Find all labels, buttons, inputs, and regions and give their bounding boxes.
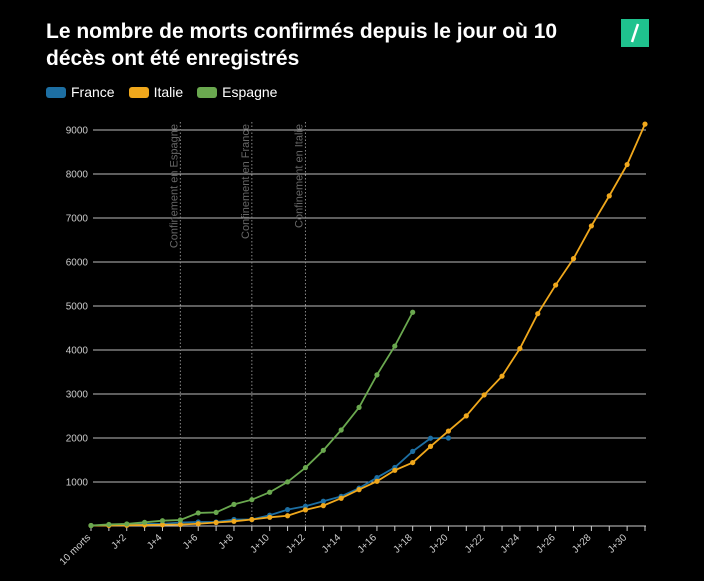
data-point <box>267 514 273 520</box>
logo <box>621 19 649 47</box>
legend: France Italie Espagne <box>46 84 277 100</box>
data-point <box>427 443 434 450</box>
data-point <box>642 121 648 127</box>
data-point <box>410 309 416 315</box>
data-point <box>302 503 309 509</box>
x-tick-label: J+10 <box>249 532 273 556</box>
data-point <box>445 428 452 434</box>
data-point <box>338 427 344 433</box>
legend-label: Italie <box>153 84 184 100</box>
y-tick-label: 9000 <box>66 126 89 137</box>
legend-item[interactable]: Italie <box>128 84 184 100</box>
data-point <box>159 518 166 524</box>
y-tick-label: 3000 <box>66 390 89 401</box>
legend-label: Espagne <box>222 84 278 100</box>
data-point <box>517 345 523 352</box>
data-point <box>410 459 416 466</box>
x-tick-label: J+20 <box>427 532 451 556</box>
y-tick-label: 8000 <box>66 170 89 181</box>
data-point <box>356 487 362 493</box>
data-point <box>338 495 344 501</box>
y-tick-label: 1000 <box>66 478 89 489</box>
data-point <box>427 435 434 441</box>
x-tick-label: J+2 <box>109 532 129 552</box>
data-point <box>374 478 380 484</box>
data-point <box>284 479 291 485</box>
data-point <box>231 518 237 524</box>
chart-title: Le nombre de morts confirmés depuis le j… <box>46 20 558 70</box>
data-point <box>374 475 380 481</box>
data-point <box>499 373 505 379</box>
data-point <box>320 447 326 453</box>
x-tick-label: J+4 <box>145 532 165 552</box>
x-tick-label: J+22 <box>463 532 487 556</box>
x-tick-label: J+8 <box>217 532 237 552</box>
data-point <box>249 497 255 503</box>
x-tick-label: J+24 <box>499 532 523 556</box>
data-point <box>553 282 559 288</box>
data-point <box>124 521 130 527</box>
data-point <box>142 519 148 525</box>
data-point <box>177 517 183 523</box>
data-point <box>106 521 112 528</box>
y-tick-label: 7000 <box>66 214 89 225</box>
data-point <box>624 161 630 168</box>
data-point <box>177 521 183 528</box>
legend-label: France <box>71 84 115 100</box>
data-point <box>320 503 326 509</box>
legend-item[interactable]: France <box>46 84 115 100</box>
annotation-label: Confinement en Italie <box>293 124 305 228</box>
x-tick-label: J+6 <box>181 532 201 552</box>
data-point <box>213 519 219 526</box>
data-point <box>606 193 612 199</box>
y-tick-label: 2000 <box>66 434 89 445</box>
data-point <box>195 510 201 516</box>
x-tick-label: J+12 <box>284 532 308 556</box>
y-tick-label: 5000 <box>66 302 89 313</box>
x-tick-label: J+16 <box>356 532 380 556</box>
data-point <box>374 372 380 378</box>
x-tick-label: J+28 <box>570 532 594 556</box>
legend-swatch <box>197 86 218 98</box>
data-point <box>159 522 166 528</box>
x-tick-label: 10 morts <box>58 532 93 567</box>
legend-item[interactable]: Espagne <box>197 84 277 100</box>
data-point <box>267 489 273 495</box>
data-point <box>195 521 201 527</box>
data-point <box>249 516 255 523</box>
data-point <box>392 467 398 473</box>
data-point <box>392 343 398 349</box>
logo-icon <box>630 23 640 43</box>
data-point <box>445 435 452 441</box>
x-tick-label: J+18 <box>391 532 415 556</box>
annotation-label: Confinement en France <box>240 124 252 239</box>
data-point <box>463 413 469 419</box>
data-point <box>284 513 291 519</box>
series-line <box>90 123 646 527</box>
x-tick-label: J+14 <box>320 532 344 556</box>
x-tick-label: J+26 <box>534 532 558 556</box>
data-point <box>231 501 237 507</box>
data-point <box>88 522 94 529</box>
data-point <box>302 507 309 513</box>
data-point <box>410 448 416 454</box>
y-tick-label: 6000 <box>66 258 89 269</box>
data-point <box>588 223 594 229</box>
data-point <box>320 498 326 504</box>
data-point <box>535 311 541 317</box>
x-tick-label: J+30 <box>606 532 630 556</box>
annotation-label: Confinement en Espagne <box>168 124 180 248</box>
y-tick-label: 4000 <box>66 346 89 357</box>
data-point <box>284 507 291 513</box>
legend-swatch <box>128 86 149 98</box>
data-point <box>356 404 362 410</box>
data-point <box>481 392 487 398</box>
data-point <box>570 256 577 262</box>
data-point <box>213 509 219 516</box>
data-point <box>302 465 309 471</box>
legend-swatch <box>46 86 66 98</box>
